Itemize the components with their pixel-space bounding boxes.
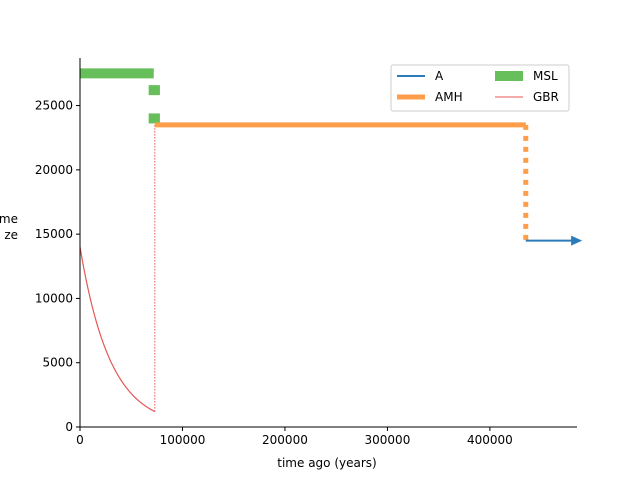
plot-area (79, 68, 583, 413)
y-tick-label: 5000 (42, 356, 73, 370)
legend-swatch-msl (495, 71, 523, 81)
y-ticks: 0 5000 10000 15000 20000 25000 (35, 99, 80, 434)
x-tick-label: 200000 (262, 433, 308, 447)
y-tick-label: 25000 (35, 99, 73, 113)
x-axis-label: time ago (years) (277, 456, 376, 470)
legend-label-a: A (435, 69, 444, 83)
legend-label-amh: AMH (435, 90, 463, 104)
y-tick-label: 0 (65, 420, 73, 434)
y-axis-label-line: me (0, 212, 18, 226)
x-tick-label: 400000 (467, 433, 513, 447)
legend: A MSL AMH GBR (390, 64, 570, 112)
axes (79, 58, 577, 428)
y-tick-label: 15000 (35, 227, 73, 241)
legend-label-gbr: GBR (533, 90, 559, 104)
x-tick-label: 100000 (160, 433, 206, 447)
legend-frame (390, 64, 570, 112)
x-ticks: 0 100000 200000 300000 400000 (76, 427, 513, 447)
y-axis-label: me ze (0, 212, 18, 242)
legend-label-msl: MSL (533, 69, 558, 83)
x-tick-label: 0 (76, 433, 84, 447)
y-tick-label: 20000 (35, 163, 73, 177)
y-axis-label-line: ze (4, 228, 18, 242)
gbr-curve (79, 246, 156, 413)
a-arrow (571, 235, 583, 246)
y-tick-label: 10000 (35, 291, 73, 305)
x-tick-label: 300000 (365, 433, 411, 447)
